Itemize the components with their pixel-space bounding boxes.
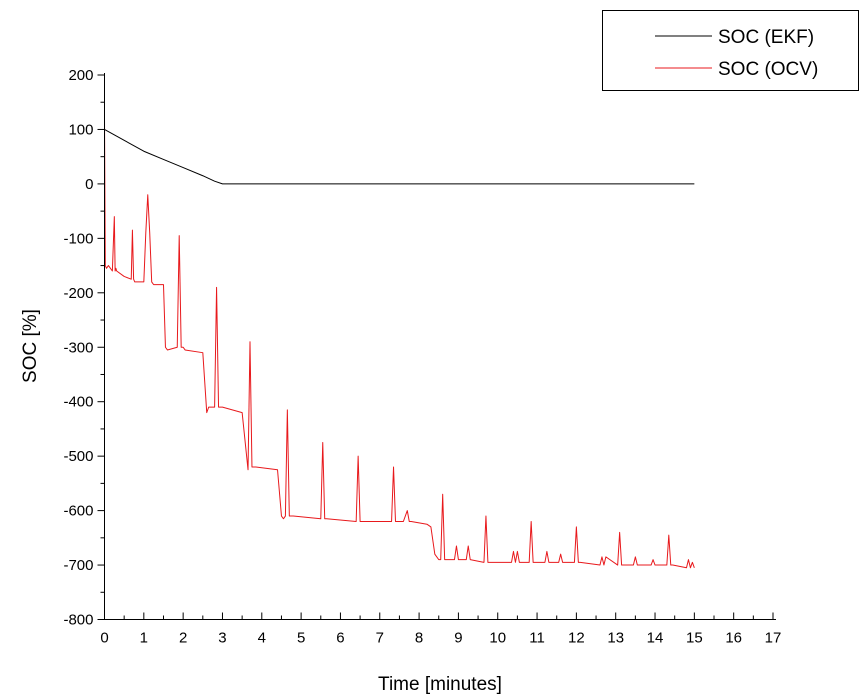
y-tick-label: -100 — [63, 230, 93, 247]
y-tick-label: -700 — [63, 557, 93, 574]
y-tick-label: -300 — [63, 339, 93, 356]
x-tick-label: 13 — [607, 630, 624, 647]
x-tick-label: 4 — [258, 630, 266, 647]
y-tick-label: 0 — [85, 176, 93, 193]
x-tick-label: 9 — [454, 630, 462, 647]
legend: SOC (EKF) SOC (OCV) — [602, 10, 859, 91]
series-layer — [104, 118, 695, 569]
x-tick-label: 2 — [179, 630, 187, 647]
legend-box — [602, 10, 859, 91]
y-tick-label: -600 — [63, 503, 93, 520]
y-tick-label: -200 — [63, 285, 93, 302]
legend-label-ocv: SOC (OCV) — [718, 59, 818, 80]
x-tick-label: 3 — [218, 630, 226, 647]
series-line-ekf — [104, 129, 695, 185]
y-tick-label: -500 — [63, 448, 93, 465]
series-line-ocv — [104, 118, 695, 569]
x-tick-label: 10 — [489, 630, 506, 647]
x-ticks: 0 1 2 3 4 5 6 7 8 9 10 11 12 13 14 15 16 17 — [100, 612, 782, 647]
x-tick-label: 7 — [376, 630, 384, 647]
x-tick-label: 0 — [100, 630, 108, 647]
plot-area: 0 1 2 3 4 5 6 7 8 9 10 11 12 13 14 15 16 17 2001000-100-2… — [63, 67, 781, 647]
legend-label-ekf: SOC (EKF) — [718, 27, 814, 48]
x-tick-label: 17 — [765, 630, 782, 647]
y-tick-label: 100 — [68, 121, 93, 138]
x-tick-label: 12 — [568, 630, 585, 647]
y-axis-label: SOC [%] — [20, 309, 41, 383]
y-tick-label: 200 — [68, 67, 93, 84]
y-tick-label: -400 — [63, 394, 93, 411]
y-ticks: 200 100 0 -100 -200 -300 -400 -500 -600 -700 -800 — [63, 67, 105, 629]
x-tick-label: 6 — [336, 630, 344, 647]
x-tick-label: 16 — [725, 630, 742, 647]
x-tick-label: 1 — [140, 630, 148, 647]
x-axis-label: Time [minutes] — [378, 674, 502, 695]
x-tick-label: 11 — [529, 630, 545, 647]
x-tick-label: 14 — [647, 630, 664, 647]
x-tick-label: 8 — [415, 630, 423, 647]
x-tick-label: 5 — [297, 630, 305, 647]
x-tick-label: 15 — [686, 630, 703, 647]
y-tick-label: -800 — [63, 612, 93, 629]
